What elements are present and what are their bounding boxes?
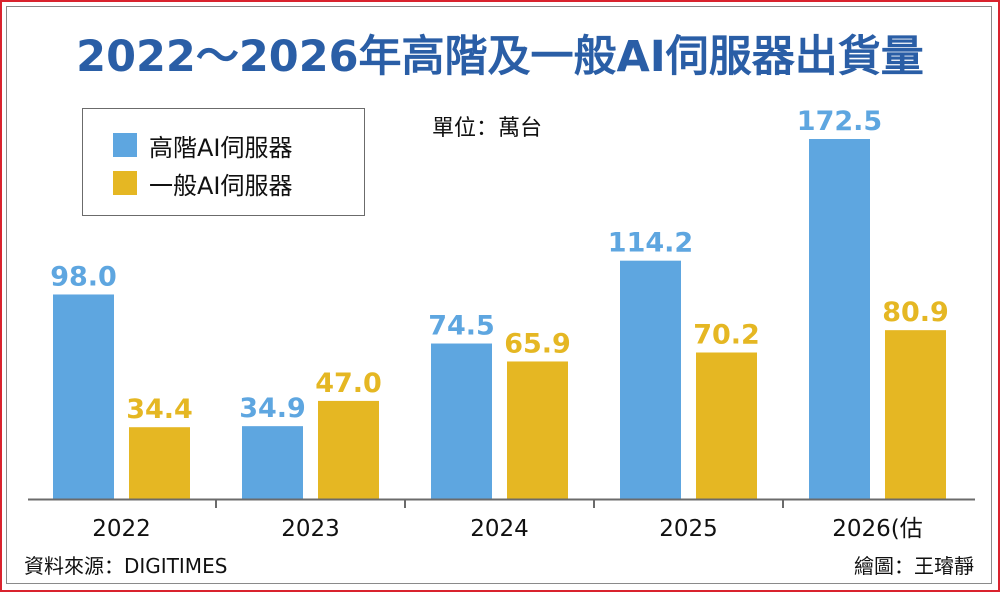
bar-general-2022 xyxy=(129,427,190,499)
x-tick-label-2022: 2022 xyxy=(92,516,151,542)
data-label-general-2026: 80.9 xyxy=(882,297,949,328)
data-label-general-2023: 47.0 xyxy=(315,368,382,399)
legend-swatch-general xyxy=(113,171,137,195)
legend: 高階AI伺服器 一般AI伺服器 xyxy=(82,108,365,216)
data-label-high-end-2025: 114.2 xyxy=(608,228,693,259)
bar-general-2026 xyxy=(885,330,946,499)
x-tick-label-2026: 2026(估 xyxy=(832,516,923,542)
data-label-high-end-2026: 172.5 xyxy=(797,106,882,137)
legend-swatch-high-end xyxy=(113,133,137,157)
legend-item-general: 一般AI伺服器 xyxy=(113,168,293,200)
bar-general-2024 xyxy=(507,361,568,499)
bar-general-2025 xyxy=(696,352,757,499)
data-label-general-2025: 70.2 xyxy=(693,319,760,350)
bar-high-end-2025 xyxy=(620,260,681,499)
data-label-general-2024: 65.9 xyxy=(504,328,571,359)
legend-label-high-end: 高階AI伺服器 xyxy=(149,133,293,162)
x-tick-label-2023: 2023 xyxy=(281,516,340,542)
credit-note: 繪圖：王璿靜 xyxy=(854,554,974,578)
x-tick-label-2025: 2025 xyxy=(659,516,718,542)
source-note: 資料來源：DIGITIMES xyxy=(24,554,228,578)
bar-high-end-2024 xyxy=(431,343,492,499)
data-label-general-2022: 34.4 xyxy=(126,394,193,425)
legend-label-general: 一般AI伺服器 xyxy=(149,171,293,200)
data-label-high-end-2024: 74.5 xyxy=(428,311,495,342)
chart-title: 2022～2026年高階及一般AI伺服器出貨量 xyxy=(76,32,924,82)
bar-high-end-2026 xyxy=(809,139,870,499)
bar-high-end-2022 xyxy=(53,294,114,499)
unit-label: 單位：萬台 xyxy=(432,116,543,141)
x-tick-label-2024: 2024 xyxy=(470,516,529,542)
bar-general-2023 xyxy=(318,400,379,499)
data-label-high-end-2022: 98.0 xyxy=(50,261,117,292)
legend-item-high-end: 高階AI伺服器 xyxy=(113,130,293,162)
bar-high-end-2023 xyxy=(242,426,303,499)
data-label-high-end-2023: 34.9 xyxy=(239,393,306,424)
